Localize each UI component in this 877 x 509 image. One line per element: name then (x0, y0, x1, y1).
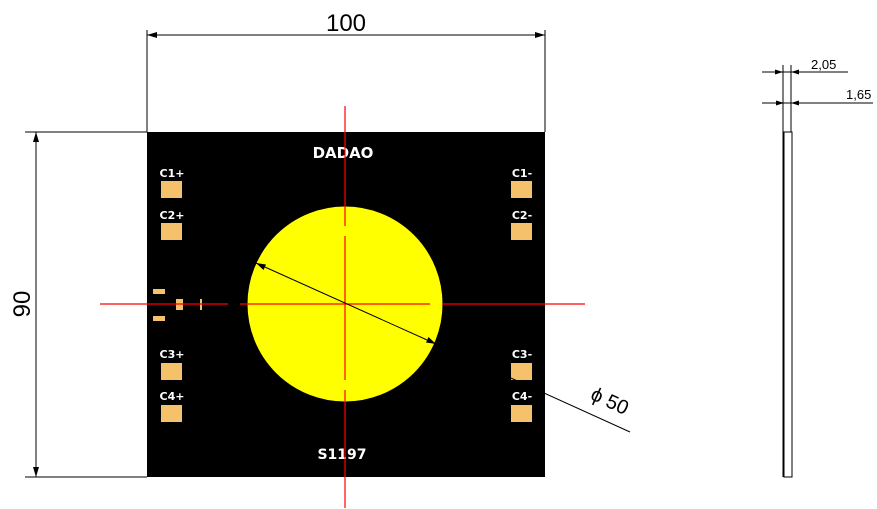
brand-label: DADAO (313, 144, 374, 162)
thickness-total-label: 2,05 (811, 57, 836, 72)
pad-label-c4-plus: C4+ (160, 390, 185, 403)
pads-left: C1+ C2+ C3+ C4+ (160, 167, 185, 422)
pad-c1-plus (161, 181, 182, 198)
width-dimension-label: 100 (326, 10, 366, 37)
pad-c4-plus (161, 405, 182, 422)
pad-c1-minus (511, 181, 532, 198)
side-view-body (783, 131, 793, 478)
part-number-label: S1197 (317, 447, 366, 463)
height-dimension-label: 90 (9, 291, 36, 318)
pad-c2-minus (511, 223, 532, 240)
pad-label-c1-plus: C1+ (160, 167, 185, 180)
height-dimension: 90 (9, 131, 147, 478)
diameter-dimension-label: ϕ 50 (587, 383, 632, 419)
pad-c2-plus (161, 223, 182, 240)
centerlines (100, 106, 585, 508)
pad-label-c2-plus: C2+ (160, 209, 185, 222)
width-dimension: 100 (146, 10, 546, 132)
pad-c3-minus (511, 363, 532, 380)
pads-right: C1- C2- C3- C4- (511, 167, 532, 422)
pad-label-c2-minus: C2- (512, 209, 532, 222)
thickness-board-label: 1,65 (846, 87, 871, 102)
pad-label-c3-minus: C3- (512, 348, 532, 361)
pad-label-c3-plus: C3+ (160, 348, 185, 361)
thickness-dimension-board: 1,65 (762, 87, 873, 106)
thickness-dimension-total: 2,05 (762, 57, 848, 75)
pad-c3-plus (161, 363, 182, 380)
pad-label-c1-minus: C1- (512, 167, 532, 180)
pad-c4-minus (511, 405, 532, 422)
side-view (782, 65, 793, 478)
pad-label-c4-minus: C4- (512, 390, 532, 403)
